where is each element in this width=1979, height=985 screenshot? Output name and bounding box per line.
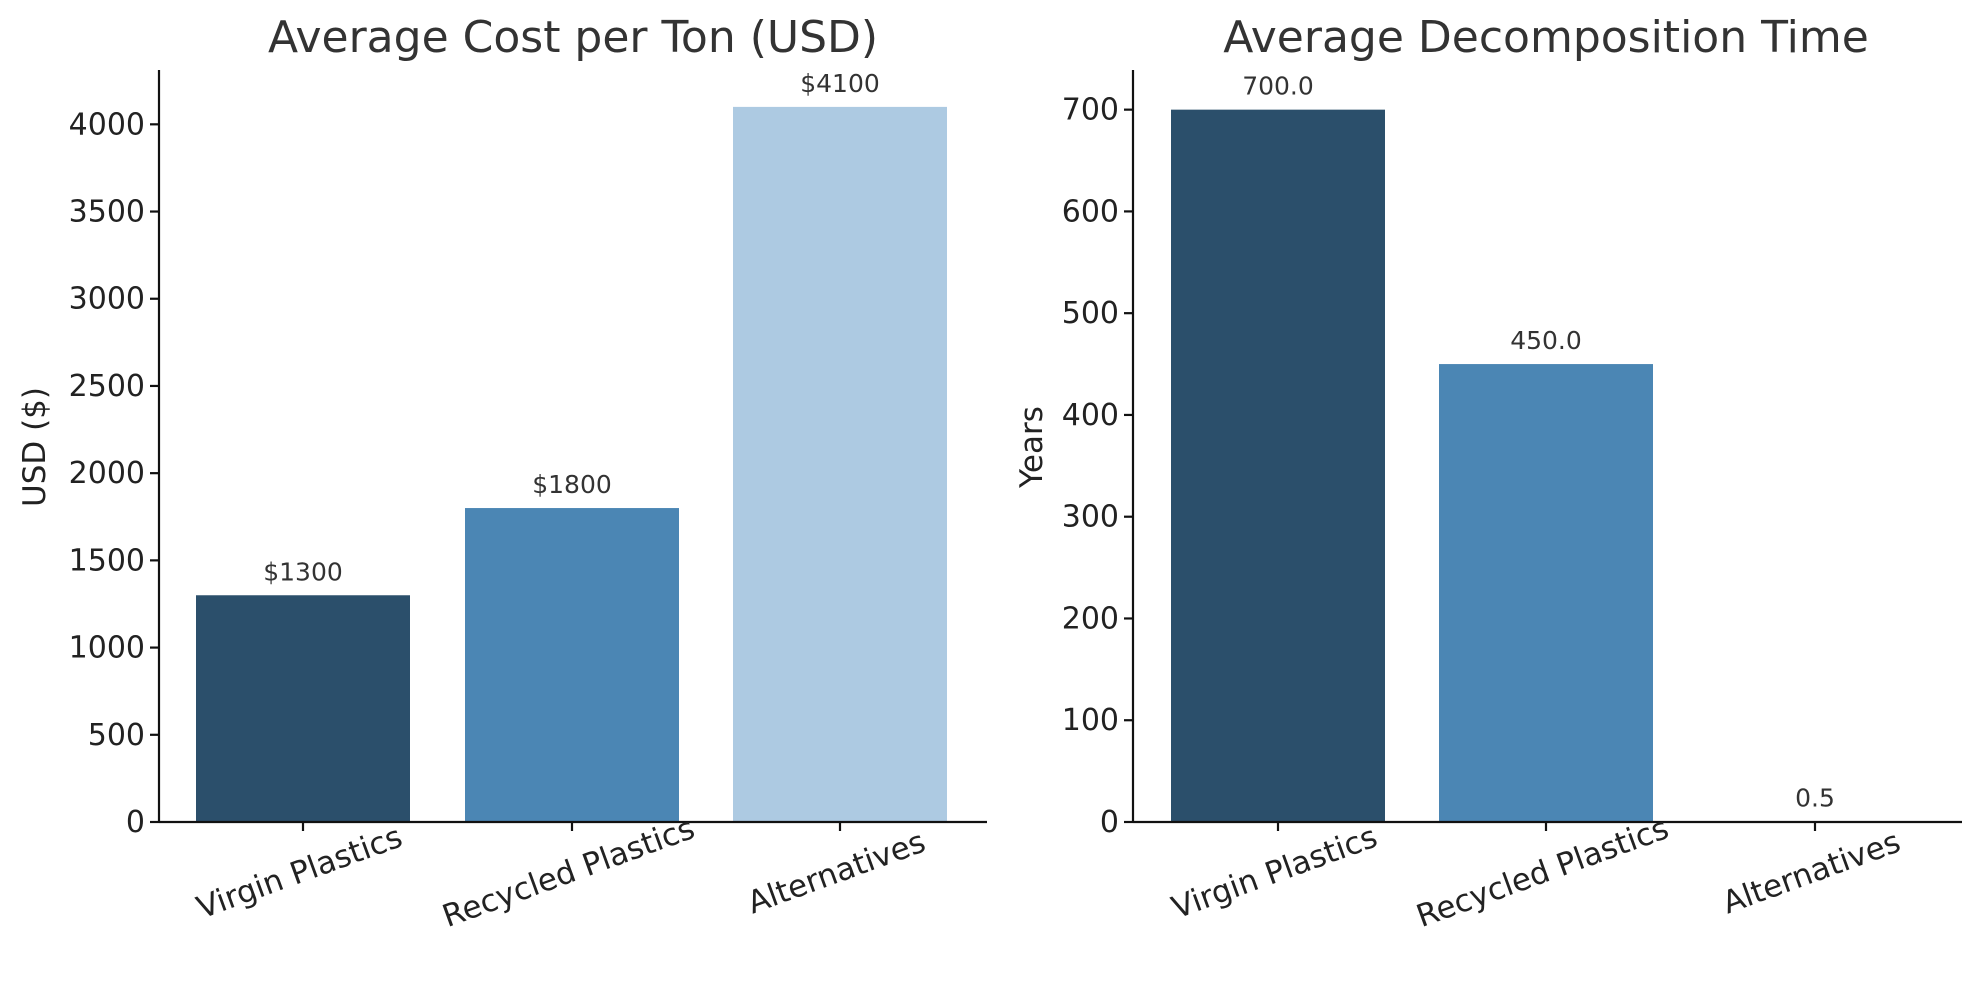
cost-x-tick-label-recycled-plastics: Recycled Plastics — [438, 810, 700, 935]
cost-x-tick-label-alternatives: Alternatives — [743, 824, 930, 922]
cost-y-tick-label: 2500 — [69, 369, 145, 404]
cost-bar-virgin-plastics — [196, 595, 410, 822]
decomposition-y-tick-label: 0 — [1100, 805, 1119, 840]
cost-y-tick-label: 4000 — [69, 107, 145, 142]
decomposition-x-tick-label-recycled-plastics: Recycled Plastics — [1412, 810, 1674, 935]
decomposition-chart: Average Decomposition Time Years 0 100 200 30… — [1014, 12, 1962, 935]
cost-chart: Average Cost per Ton (USD) USD ($) 0 500 100… — [17, 12, 987, 935]
decomposition-y-tick-label: 300 — [1062, 500, 1119, 535]
decomposition-y-tick-label: 600 — [1062, 194, 1119, 229]
cost-y-axis-label: USD ($) — [17, 387, 53, 507]
cost-y-tick-label: 1500 — [69, 543, 145, 578]
decomposition-x-tick-label-virgin-plastics: Virgin Plastics — [1167, 819, 1382, 927]
cost-data-label-recycled-plastics: $1800 — [532, 470, 612, 499]
decomposition-chart-title: Average Decomposition Time — [1223, 12, 1869, 63]
decomposition-y-tick-label: 200 — [1062, 601, 1119, 636]
cost-y-tick-label: 0 — [126, 805, 145, 840]
cost-x-tick-label-virgin-plastics: Virgin Plastics — [192, 819, 407, 927]
decomposition-x-tick-label-alternatives: Alternatives — [1718, 824, 1905, 922]
cost-data-label-virgin-plastics: $1300 — [263, 557, 343, 586]
cost-data-label-alternatives: $4100 — [800, 69, 880, 98]
decomposition-data-label-recycled-plastics: 450.0 — [1510, 326, 1582, 355]
cost-bar-recycled-plastics — [465, 508, 679, 822]
cost-bar-alternatives — [733, 106, 947, 822]
cost-y-tick-label: 500 — [88, 718, 145, 753]
decomposition-data-label-virgin-plastics: 700.0 — [1242, 72, 1314, 101]
cost-y-tick-label: 3000 — [69, 282, 145, 317]
cost-chart-title: Average Cost per Ton (USD) — [268, 12, 878, 63]
cost-y-tick-label: 3500 — [69, 195, 145, 230]
decomposition-y-tick-label: 700 — [1062, 93, 1119, 128]
decomposition-bar-virgin-plastics — [1171, 109, 1385, 822]
decomposition-y-tick-label: 100 — [1062, 703, 1119, 738]
decomposition-bar-recycled-plastics — [1439, 364, 1653, 822]
decomposition-y-axis-label: Years — [1014, 406, 1050, 489]
decomposition-data-label-alternatives: 0.5 — [1795, 783, 1835, 812]
cost-y-tick-label: 2000 — [69, 456, 145, 491]
decomposition-y-tick-label: 500 — [1062, 296, 1119, 331]
decomposition-y-tick-label: 400 — [1062, 398, 1119, 433]
cost-y-tick-label: 1000 — [69, 631, 145, 666]
